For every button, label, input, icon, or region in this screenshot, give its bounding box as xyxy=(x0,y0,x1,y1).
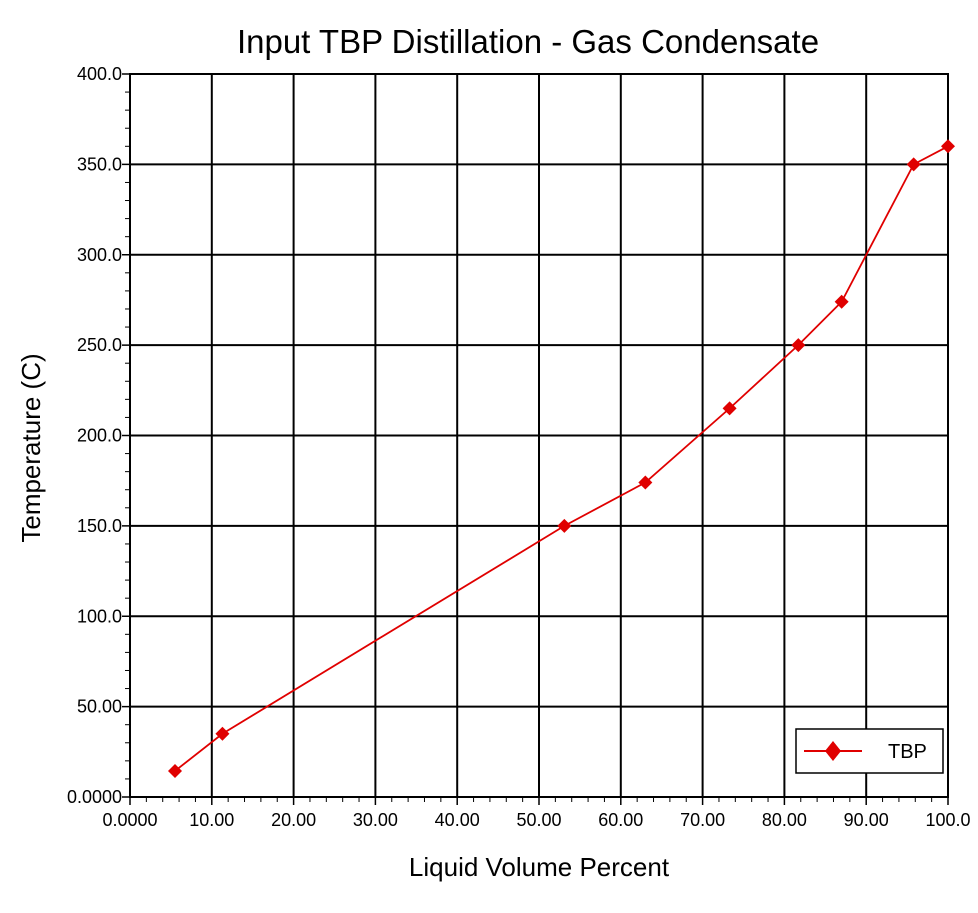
x-tick-label: 10.00 xyxy=(189,810,234,830)
data-point-tbp xyxy=(557,518,572,533)
minor-ticks xyxy=(122,73,949,805)
y-tick-label: 200.0 xyxy=(77,426,122,446)
tick-labels: 0.0000 10.00 20.00 30.00 40.00 50.00 60.00 70.0… xyxy=(67,64,971,830)
y-tick-label: 100.0 xyxy=(77,606,122,626)
legend-marker-swatch xyxy=(825,741,841,761)
y-tick-label: 150.0 xyxy=(77,516,122,536)
data-point-tbp xyxy=(167,763,182,778)
y-tick-label: 50.00 xyxy=(77,697,122,717)
x-tick-label: 100.0 xyxy=(925,810,970,830)
y-tick-label: 300.0 xyxy=(77,245,122,265)
y-tick-label: 250.0 xyxy=(77,335,122,355)
data-point-tbp xyxy=(941,139,955,154)
chart-title: Input TBP Distillation - Gas Condensate xyxy=(237,23,819,60)
x-tick-label: 50.00 xyxy=(516,810,561,830)
x-tick-label: 30.00 xyxy=(353,810,398,830)
data-point-tbp xyxy=(215,726,230,741)
series-layer xyxy=(167,139,955,778)
grid xyxy=(129,73,949,798)
x-tick-label: 80.00 xyxy=(762,810,807,830)
x-tick-label: 20.00 xyxy=(271,810,316,830)
legend-label-tbp: TBP xyxy=(888,741,927,763)
y-tick-label: 0.0000 xyxy=(67,787,122,807)
data-point-tbp xyxy=(834,294,849,309)
series-line-tbp xyxy=(174,145,949,772)
y-tick-label: 400.0 xyxy=(77,64,122,84)
legend: TBP xyxy=(795,728,944,774)
y-axis-label: Temperature (C) xyxy=(16,353,46,542)
y-tick-label: 350.0 xyxy=(77,154,122,174)
x-tick-label: 0.0000 xyxy=(102,810,157,830)
data-point-tbp xyxy=(906,157,921,172)
x-tick-label: 60.00 xyxy=(598,810,643,830)
data-point-tbp xyxy=(638,475,653,490)
x-tick-label: 40.00 xyxy=(435,810,480,830)
x-tick-label: 90.00 xyxy=(844,810,889,830)
x-tick-label: 70.00 xyxy=(680,810,725,830)
data-point-tbp xyxy=(722,401,737,416)
data-point-tbp xyxy=(791,338,806,353)
plot-frame xyxy=(129,73,949,798)
x-axis-label: Liquid Volume Percent xyxy=(409,852,670,882)
